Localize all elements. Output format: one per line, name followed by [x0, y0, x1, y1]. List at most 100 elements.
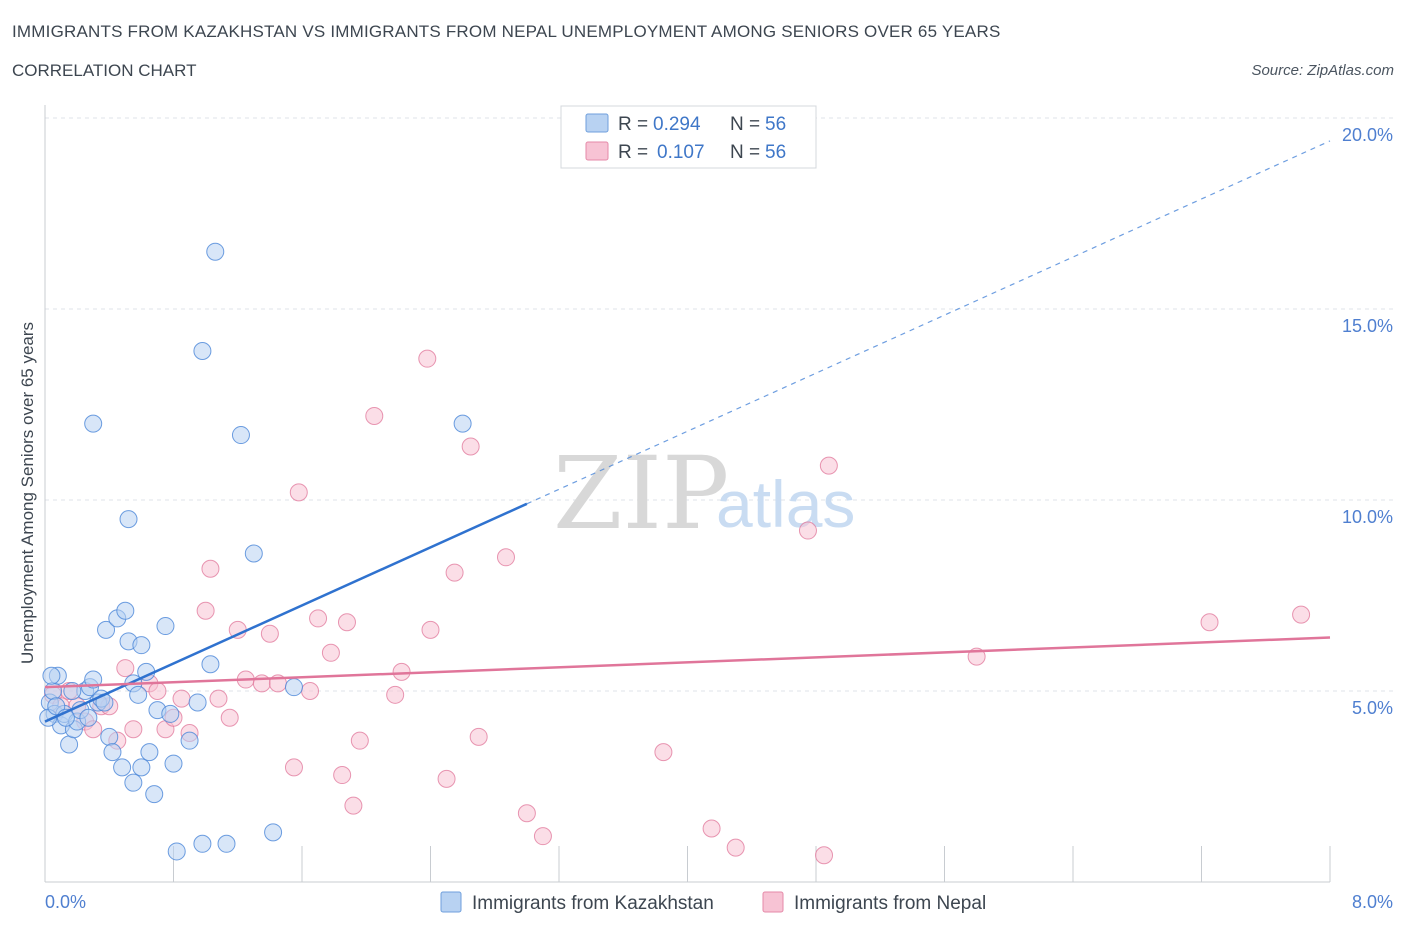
legend-n-value-kazakhstan: 56 [765, 114, 786, 135]
tick-labels: 5.0% 10.0% 15.0% 20.0% 0.0% 8.0% [45, 125, 1393, 912]
legend-swatch-nepal [585, 141, 609, 161]
nepal-point [260, 624, 279, 643]
kazakhstan-point [84, 414, 103, 433]
kazakhstan-point [79, 708, 98, 727]
kazakhstan-point [42, 666, 61, 685]
kazakhstan-point [231, 426, 250, 445]
y-tick-label: 20.0% [1342, 125, 1393, 145]
legend-n-value-nepal: 56 [765, 142, 786, 163]
nepal-point [301, 682, 320, 700]
nepal-point [418, 349, 437, 368]
nepal-point [1292, 605, 1311, 624]
kazakhstan-point [244, 544, 263, 563]
legend-n-label-nepal: N = [730, 142, 760, 163]
nepal-point [350, 731, 369, 750]
nepal-point [201, 559, 220, 578]
nepal-point [333, 766, 352, 785]
kazakhstan-point [188, 693, 207, 712]
kazakhstan-point [113, 758, 132, 777]
source-label: Source: ZipAtlas.com [1251, 62, 1394, 79]
nepal-point [309, 609, 328, 628]
kazakhstan-point [453, 414, 472, 433]
kazakhstan-point [284, 678, 303, 697]
nepal-point [445, 563, 464, 582]
y-axis-label: Unemployment Among Seniors over 65 years [18, 322, 37, 664]
kazakhstan-point [132, 758, 151, 777]
nepal-point [196, 601, 215, 620]
kazakhstan-point [201, 655, 220, 674]
y-tick-label: 10.0% [1342, 507, 1393, 527]
nepal-point [289, 483, 308, 502]
kazakhstan-point [84, 670, 103, 689]
nepal-point [421, 620, 440, 639]
chart-subtitle: CORRELATION CHART [12, 61, 197, 80]
kazakhstan-point [156, 617, 175, 636]
legend-n-label-kazakhstan: N = [730, 114, 760, 135]
nepal-point [124, 720, 143, 739]
series-legend: Immigrants from Kazakhstan Immigrants fr… [440, 891, 986, 914]
kazakhstan-point [97, 620, 116, 639]
kazakhstan-point [180, 731, 199, 750]
series-kazakhstan-points [39, 242, 472, 861]
nepal-point [437, 769, 456, 788]
kazakhstan-point [167, 842, 186, 861]
kazakhstan-point [47, 697, 66, 716]
nepal-point [726, 838, 745, 857]
nepal-point [1200, 613, 1219, 632]
x-tick-label-min: 0.0% [45, 892, 86, 912]
nepal-point [172, 689, 191, 708]
nepal-point [461, 437, 480, 456]
kazakhstan-point [161, 704, 180, 723]
nepal-point [337, 613, 356, 632]
nepal-point [819, 456, 838, 475]
kazakhstan-point [129, 685, 148, 704]
y-tick-label: 5.0% [1352, 698, 1393, 718]
nepal-point [815, 846, 834, 865]
legend-r-label-nepal: R = [618, 142, 648, 163]
correlation-legend: R = 0.294 N = 56 R = 0.107 N = 56 [560, 105, 817, 169]
watermark-atlas: atlas [716, 467, 855, 541]
kazakhstan-point [193, 342, 212, 361]
kazakhstan-point [140, 743, 159, 762]
kazakhstan-point [193, 834, 212, 853]
legend-r-label-kazakhstan: R = [618, 114, 648, 135]
kazakhstan-point [100, 727, 119, 746]
kazakhstan-point [145, 785, 164, 804]
kazakhstan-point [264, 823, 283, 842]
bottom-legend-swatch-nepal [762, 891, 784, 913]
nepal-point [496, 548, 515, 567]
chart-title: IMMIGRANTS FROM KAZAKHSTAN VS IMMIGRANTS… [12, 22, 1001, 41]
kazakhstan-point [164, 754, 183, 773]
nepal-point [517, 804, 536, 823]
kazakhstan-point [119, 510, 138, 529]
bottom-legend-swatch-kazakhstan [440, 891, 462, 913]
nepal-point [798, 521, 817, 540]
nepal-point [392, 662, 411, 681]
nepal-point [116, 659, 135, 678]
nepal-point [365, 406, 384, 425]
watermark: ZIP atlas [553, 435, 855, 552]
nepal-point [469, 727, 488, 746]
watermark-zip: ZIP [553, 435, 729, 552]
legend-swatch-kazakhstan [585, 113, 609, 133]
kazakhstan-point [132, 636, 151, 655]
kazakhstan-trend-extension [526, 140, 1331, 505]
nepal-point [533, 827, 552, 846]
kazakhstan-point [44, 682, 63, 700]
kazakhstan-point [124, 773, 143, 792]
bottom-legend-label-nepal: Immigrants from Nepal [794, 893, 986, 914]
nepal-point [702, 819, 721, 838]
grid-lines [45, 117, 1395, 692]
legend-r-value-kazakhstan: 0.294 [653, 114, 701, 135]
x-tick-label-max: 8.0% [1352, 892, 1393, 912]
nepal-point [321, 643, 340, 662]
bottom-legend-label-kazakhstan: Immigrants from Kazakhstan [472, 893, 714, 914]
nepal-point [284, 758, 303, 777]
nepal-point [386, 685, 405, 704]
nepal-point [220, 708, 239, 727]
kazakhstan-point [103, 743, 122, 762]
kazakhstan-point [206, 242, 225, 261]
y-tick-label: 15.0% [1342, 316, 1393, 336]
trend-lines [44, 140, 1331, 723]
